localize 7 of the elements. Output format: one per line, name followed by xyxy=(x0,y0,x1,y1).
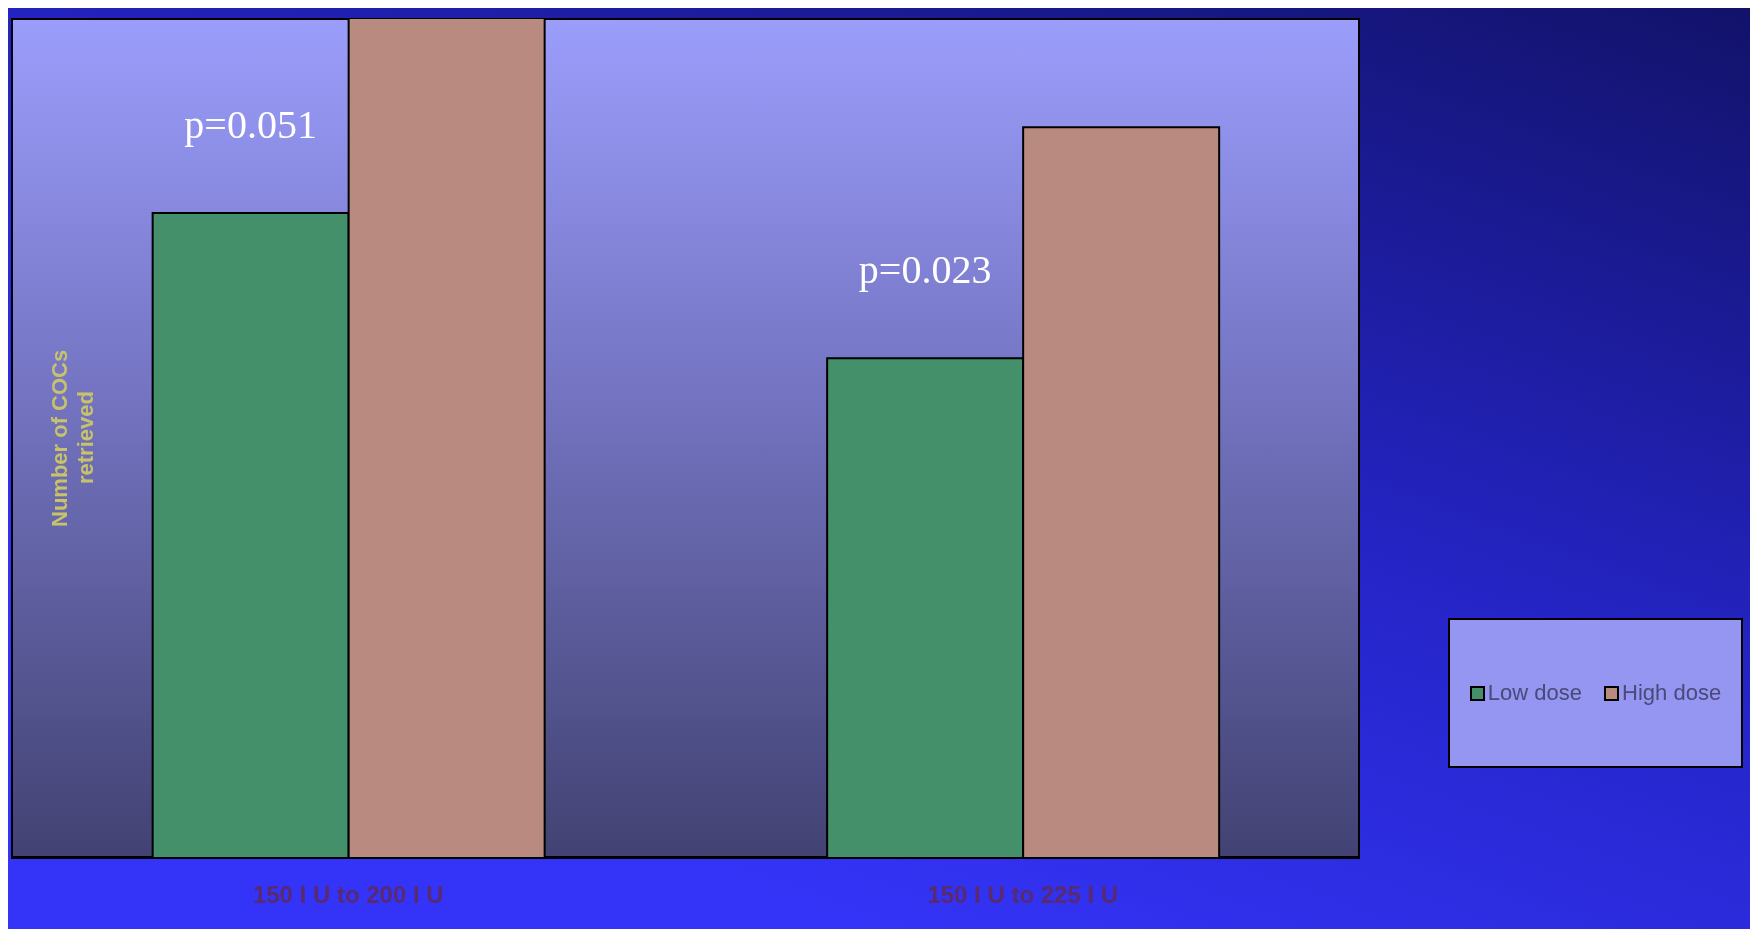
legend-label: Low dose xyxy=(1486,680,1583,706)
annotation: p=0.023 xyxy=(858,247,992,293)
x-tick-label: 150 I U to 200 I U xyxy=(252,881,444,909)
annotation: p=0.051 xyxy=(184,101,317,147)
x-tick-label: 150 I U to 225 I U xyxy=(927,881,1119,909)
y-axis-title: Number of COCs retrieved xyxy=(47,348,99,529)
legend-label: High dose xyxy=(1621,680,1722,706)
